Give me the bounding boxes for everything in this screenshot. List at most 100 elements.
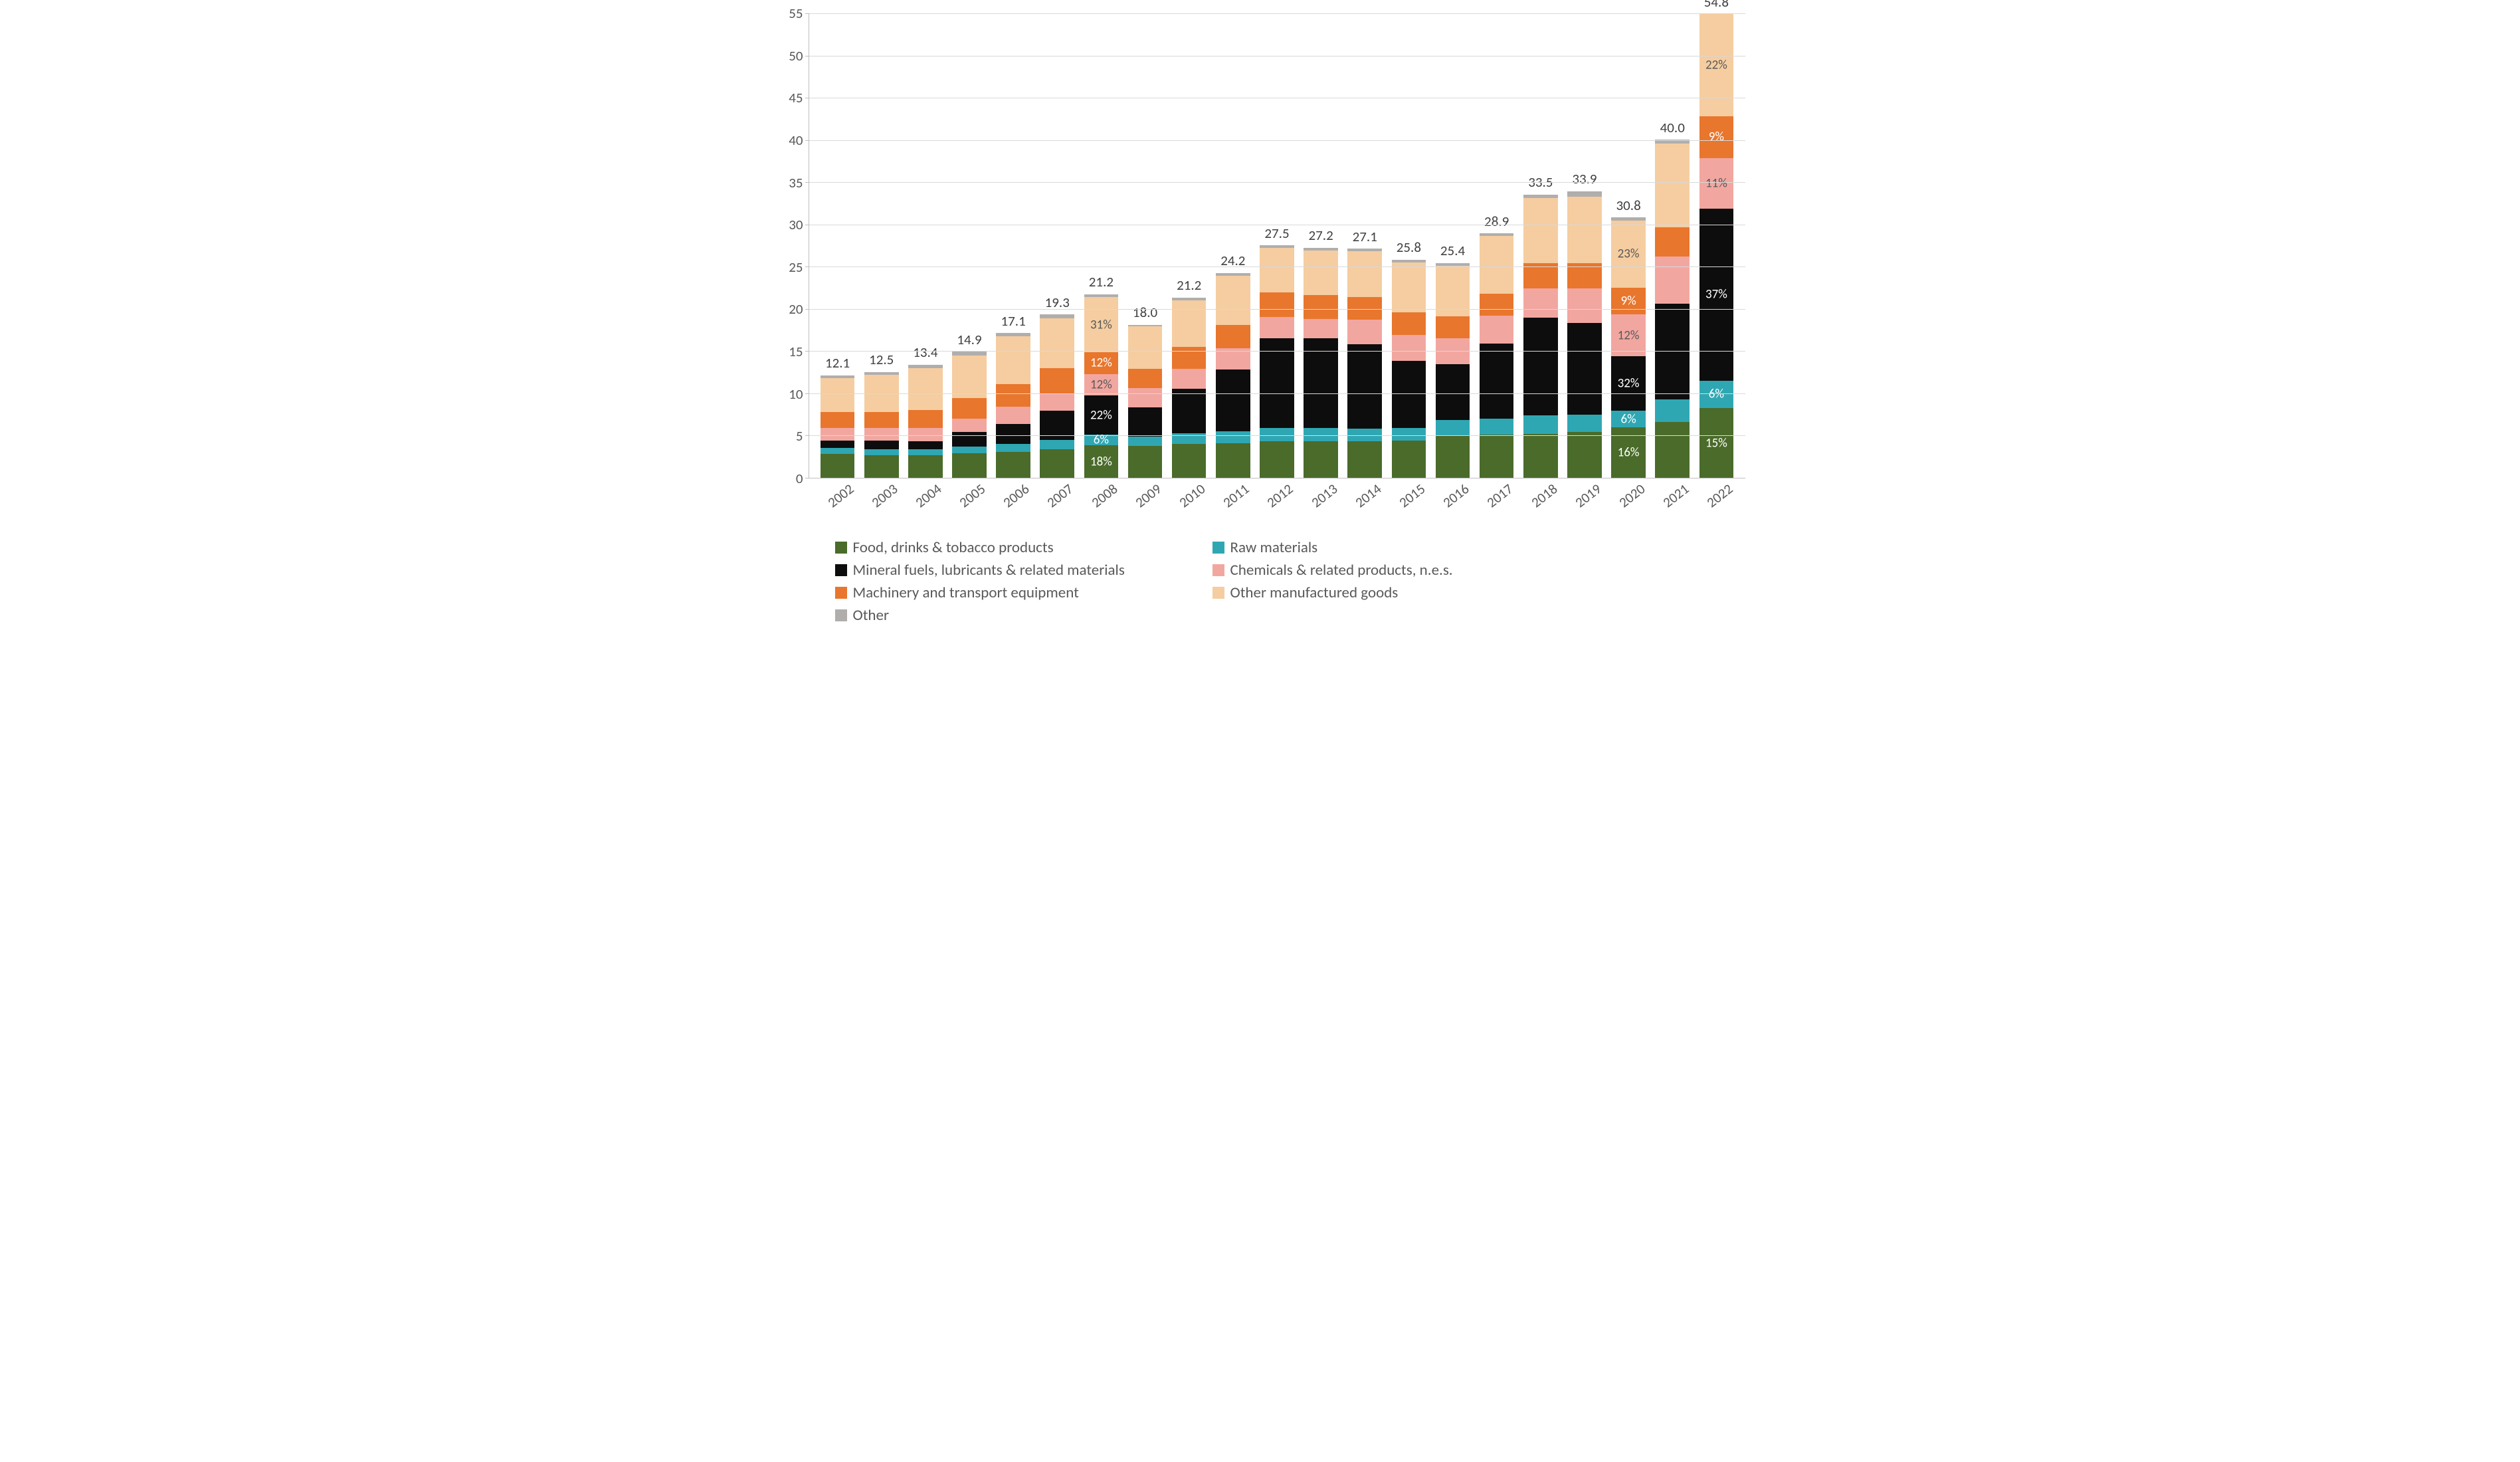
bar-total-label: 14.9: [957, 331, 981, 348]
segment-machinery: [1260, 292, 1294, 317]
segment-food: [1040, 449, 1074, 478]
y-tick-label: 55: [789, 5, 803, 22]
grid-line: [809, 182, 1745, 183]
segment-other: [864, 372, 899, 375]
bar-slot: 17.1: [991, 13, 1035, 478]
segment-pct-label: 15%: [1705, 435, 1727, 451]
y-tick-mark: [805, 393, 809, 394]
bar-slot: 25.4: [1430, 13, 1474, 478]
bar-total-label: 27.2: [1308, 227, 1333, 244]
segment-other: [1128, 325, 1163, 327]
segment-raw: [1392, 428, 1426, 441]
segment-chemicals: [952, 419, 987, 432]
segment-othermfg: 31%: [1084, 297, 1119, 353]
bar: [1260, 245, 1294, 478]
bar-slot: 27.5: [1255, 13, 1299, 478]
segment-food: [1392, 441, 1426, 478]
segment-chemicals: [864, 428, 899, 441]
segment-chemicals: [1040, 393, 1074, 411]
bar-slot: 28.9: [1475, 13, 1519, 478]
bar: [1392, 260, 1426, 478]
segment-pct-label: 6%: [1620, 411, 1636, 427]
y-tick-label: 45: [789, 89, 803, 106]
bar-total-label: 12.1: [825, 354, 850, 371]
segment-chemicals: [1655, 257, 1690, 304]
segment-machinery: [908, 410, 943, 428]
segment-othermfg: [1172, 300, 1207, 347]
bar-total-label: 25.8: [1397, 239, 1421, 256]
segment-fuels: [908, 441, 943, 449]
legend-item-machinery: Machinery and transport equipment: [835, 583, 1194, 602]
legend-item-raw: Raw materials: [1212, 538, 1558, 557]
bar-total-label: 13.4: [913, 344, 937, 361]
segment-pct-label: 12%: [1618, 328, 1640, 343]
legend-item-food: Food, drinks & tobacco products: [835, 538, 1194, 557]
segment-pct-label: 12%: [1090, 377, 1112, 392]
grid-line: [809, 351, 1745, 352]
bar-slot: 27.2: [1299, 13, 1343, 478]
legend-label: Other manufactured goods: [1230, 583, 1399, 602]
bar: [1128, 325, 1163, 478]
bar: [996, 333, 1030, 478]
grid-line: [809, 266, 1745, 267]
bar-total-label: 17.1: [1001, 312, 1026, 330]
segment-food: [1436, 435, 1470, 478]
bar: [1567, 191, 1602, 478]
grid-line: [809, 140, 1745, 141]
segment-food: [908, 455, 943, 478]
segment-machinery: [1172, 347, 1207, 369]
bar: [1480, 233, 1514, 478]
segment-raw: [1567, 415, 1602, 432]
segment-fuels: 32%: [1611, 356, 1646, 411]
segment-pct-label: 9%: [1709, 130, 1724, 145]
bar: [1436, 263, 1470, 478]
segment-pct-label: 32%: [1618, 376, 1640, 391]
segment-other: [952, 352, 987, 355]
segment-fuels: [1216, 369, 1250, 431]
bar-total-label: 21.2: [1177, 276, 1201, 294]
bar: 18%6%22%12%12%31%: [1084, 294, 1119, 478]
segment-food: 18%: [1084, 445, 1119, 478]
segment-fuels: [1523, 318, 1558, 415]
y-tick-mark: [805, 351, 809, 352]
segment-food: [864, 455, 899, 478]
segment-pct-label: 6%: [1094, 433, 1109, 448]
y-tick-label: 5: [796, 427, 803, 445]
segment-raw: [908, 449, 943, 455]
segment-pct-label: 37%: [1705, 287, 1727, 302]
y-tick-label: 35: [789, 174, 803, 191]
segment-othermfg: [1655, 144, 1690, 227]
legend-swatch: [835, 564, 847, 576]
bar: [864, 372, 899, 478]
x-axis-labels: 2002200320042005200620072008200920102011…: [809, 478, 1745, 520]
legend-label: Food, drinks & tobacco products: [853, 538, 1054, 557]
legend-label: Raw materials: [1230, 538, 1318, 557]
segment-machinery: [1304, 295, 1338, 319]
segment-chemicals: [996, 407, 1030, 423]
segment-fuels: [1172, 389, 1207, 433]
segment-other: [1347, 249, 1382, 251]
grid-line: [809, 13, 1745, 14]
segment-food: 16%: [1611, 427, 1646, 478]
segment-other: [1040, 314, 1074, 318]
segment-raw: [1436, 420, 1470, 435]
segment-othermfg: [1347, 251, 1382, 297]
legend-item-chemicals: Chemicals & related products, n.e.s.: [1212, 561, 1558, 579]
x-tick-label: 2022: [1697, 475, 1755, 532]
segment-chemicals: [1480, 316, 1514, 344]
segment-food: [996, 452, 1030, 478]
segment-fuels: [864, 441, 899, 449]
segment-raw: [1304, 428, 1338, 441]
stacked-bar-chart: 0510152025303540455055 12.112.513.414.91…: [775, 13, 1745, 625]
segment-pct-label: 18%: [1090, 454, 1112, 469]
segment-fuels: [952, 432, 987, 447]
bar: [1216, 273, 1250, 478]
legend-swatch: [1212, 542, 1224, 554]
segment-food: [1347, 441, 1382, 478]
bar-total-label: 27.1: [1353, 228, 1377, 245]
segment-other: [908, 365, 943, 368]
segment-fuels: [1392, 361, 1426, 428]
bar: 15%6%37%11%9%22%: [1699, 14, 1734, 478]
y-tick-mark: [805, 140, 809, 141]
legend-label: Other: [853, 606, 889, 625]
